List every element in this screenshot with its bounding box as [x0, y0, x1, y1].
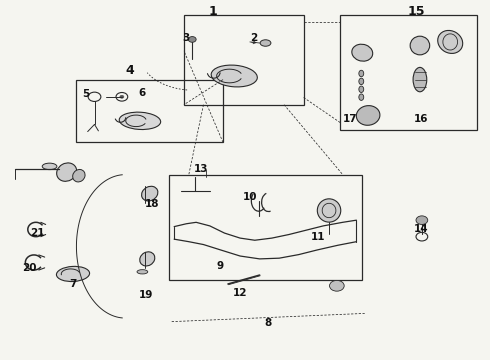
- Text: 21: 21: [30, 228, 45, 238]
- Text: 19: 19: [139, 290, 153, 300]
- Ellipse shape: [119, 112, 161, 130]
- Ellipse shape: [318, 199, 341, 222]
- Text: 3: 3: [183, 33, 190, 43]
- Text: 1: 1: [209, 5, 218, 18]
- Ellipse shape: [211, 65, 257, 87]
- Ellipse shape: [410, 36, 430, 55]
- Ellipse shape: [359, 94, 364, 100]
- Circle shape: [188, 37, 196, 42]
- Bar: [169, 175, 362, 280]
- Ellipse shape: [42, 163, 57, 170]
- Text: 10: 10: [243, 192, 257, 202]
- Ellipse shape: [352, 44, 373, 61]
- Ellipse shape: [438, 31, 463, 53]
- Ellipse shape: [260, 40, 271, 46]
- Text: 7: 7: [69, 279, 77, 289]
- Text: 11: 11: [311, 232, 325, 242]
- Ellipse shape: [73, 170, 85, 182]
- Circle shape: [120, 95, 124, 98]
- Text: 5: 5: [83, 89, 90, 99]
- Ellipse shape: [413, 67, 427, 92]
- Text: 18: 18: [145, 199, 159, 210]
- Ellipse shape: [359, 86, 364, 93]
- Text: 17: 17: [343, 114, 357, 124]
- Ellipse shape: [140, 252, 155, 266]
- Ellipse shape: [57, 163, 76, 181]
- Text: 15: 15: [407, 5, 425, 18]
- Bar: [76, 80, 223, 142]
- Bar: [184, 15, 304, 105]
- Ellipse shape: [56, 266, 90, 282]
- Text: 9: 9: [216, 261, 223, 271]
- Text: 16: 16: [414, 114, 428, 124]
- Circle shape: [416, 216, 428, 225]
- Ellipse shape: [142, 186, 158, 201]
- Text: 12: 12: [233, 288, 247, 298]
- Text: 20: 20: [22, 263, 36, 273]
- Ellipse shape: [359, 70, 364, 77]
- Text: 2: 2: [250, 33, 257, 43]
- Text: 14: 14: [414, 225, 428, 234]
- Ellipse shape: [137, 270, 148, 274]
- Text: 8: 8: [265, 319, 272, 328]
- Text: 4: 4: [126, 64, 135, 77]
- Circle shape: [330, 280, 344, 291]
- Text: 13: 13: [194, 163, 208, 174]
- Bar: [340, 15, 477, 130]
- Ellipse shape: [359, 78, 364, 85]
- Text: 6: 6: [139, 88, 146, 98]
- Ellipse shape: [356, 105, 380, 125]
